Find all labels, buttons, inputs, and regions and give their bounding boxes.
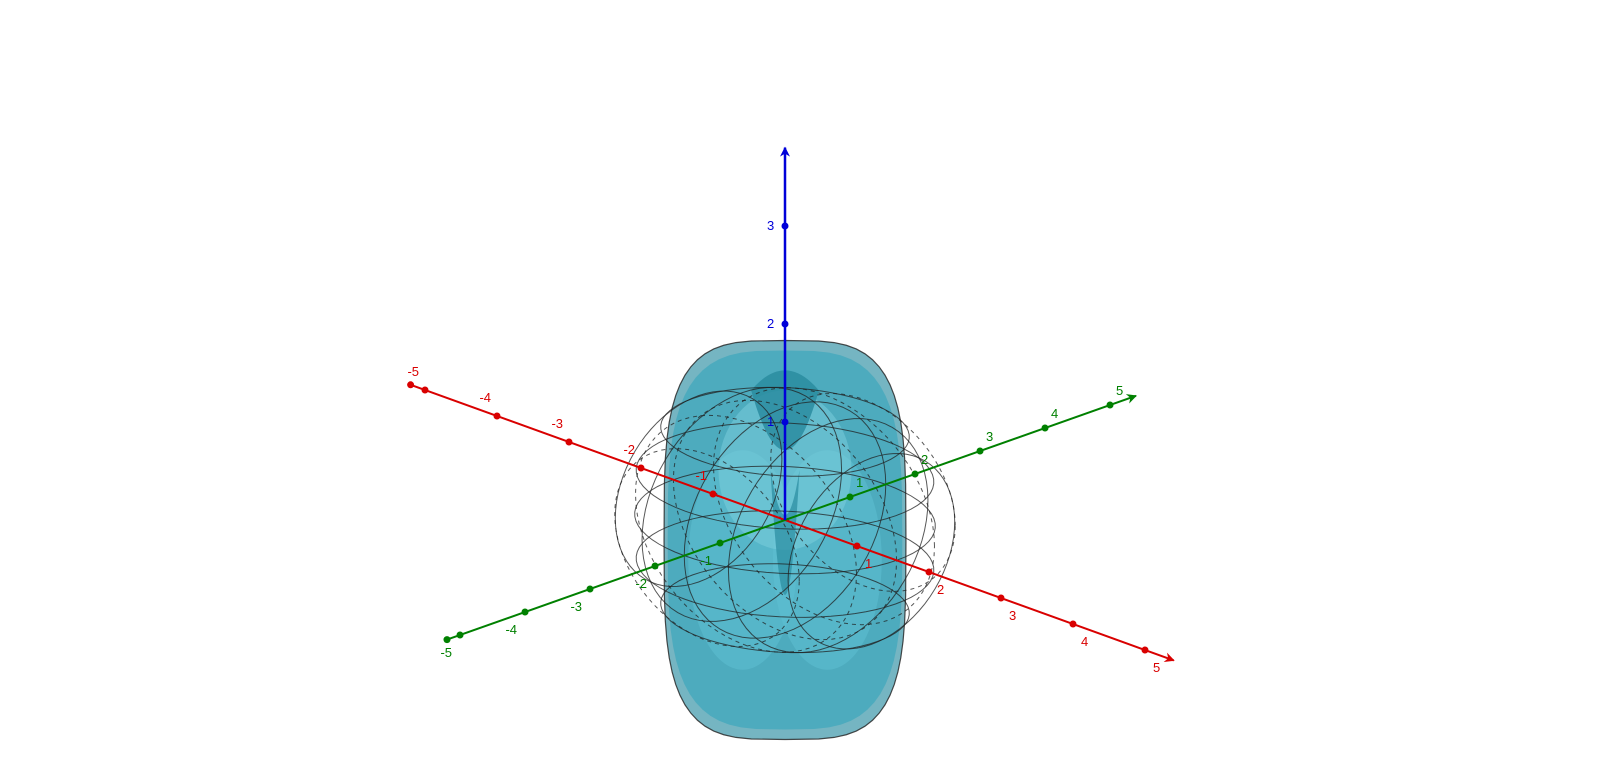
y-axis-tick-label: -4 xyxy=(505,622,517,637)
x-axis-tick xyxy=(926,569,933,576)
x-axis-tick-label: 5 xyxy=(1153,660,1160,675)
y-axis-tick-label: -1 xyxy=(700,553,712,568)
plot3d-stage[interactable]: -5 -4 -3 -2 -1 1 2 3 4 5 -5 -4 -3 -2 -1 1 2 3 4 5 1 2 3 xyxy=(0,0,1611,771)
y-axis-tick xyxy=(1042,425,1049,432)
y-axis-tick xyxy=(1107,402,1114,409)
y-axis-tick xyxy=(912,471,919,478)
x-axis-tick-label: 2 xyxy=(937,582,944,597)
y-axis-tick-label: -5 xyxy=(440,645,452,660)
plot3d-svg: -5 -4 -3 -2 -1 1 2 3 4 5 -5 -4 -3 -2 -1 1 2 3 4 5 1 2 3 xyxy=(0,0,1611,771)
y-axis-tick-label: 1 xyxy=(856,475,863,490)
x-axis-tick-label: 3 xyxy=(1009,608,1016,623)
x-axis-tick xyxy=(1070,621,1077,628)
x-axis-tick xyxy=(998,595,1005,602)
z-axis-tick xyxy=(782,419,789,426)
y-axis-tick xyxy=(977,448,984,455)
x-axis-tick-label: 4 xyxy=(1081,634,1088,649)
y-axis-tick xyxy=(457,632,464,639)
y-axis-tick xyxy=(652,563,659,570)
y-axis-tick xyxy=(717,540,724,547)
x-axis-tick-label: -1 xyxy=(695,468,707,483)
x-axis-tick xyxy=(638,465,645,472)
x-axis-tick xyxy=(1142,647,1149,654)
x-axis-tick-label: -5 xyxy=(407,364,419,379)
y-axis-tick xyxy=(522,609,529,616)
y-axis-tick-label: -2 xyxy=(635,576,647,591)
x-axis-tick-label: -2 xyxy=(623,442,635,457)
y-axis-tick xyxy=(847,494,854,501)
x-axis-tick-label: -4 xyxy=(479,390,491,405)
x-axis-tick-label: -3 xyxy=(551,416,563,431)
z-axis-tick-label: 2 xyxy=(767,316,774,331)
y-axis-tick-label: 3 xyxy=(986,429,993,444)
y-axis-tick xyxy=(587,586,594,593)
x-axis-tick xyxy=(710,491,717,498)
z-axis-tick-label: 1 xyxy=(767,414,774,429)
x-axis-tick xyxy=(566,439,573,446)
x-axis-tick-label: 1 xyxy=(865,556,872,571)
y-axis-tick-label: -3 xyxy=(570,599,582,614)
x-axis-tick xyxy=(422,387,429,394)
y-axis-tick-label: 4 xyxy=(1051,406,1058,421)
z-axis-tick xyxy=(782,321,789,328)
x-axis-tick xyxy=(854,543,861,550)
y-axis-tick-label: 5 xyxy=(1116,383,1123,398)
y-axis-tick-label: 2 xyxy=(921,452,928,467)
z-axis-tick xyxy=(782,223,789,230)
z-axis-tick-label: 3 xyxy=(767,218,774,233)
x-axis-tick xyxy=(494,413,501,420)
